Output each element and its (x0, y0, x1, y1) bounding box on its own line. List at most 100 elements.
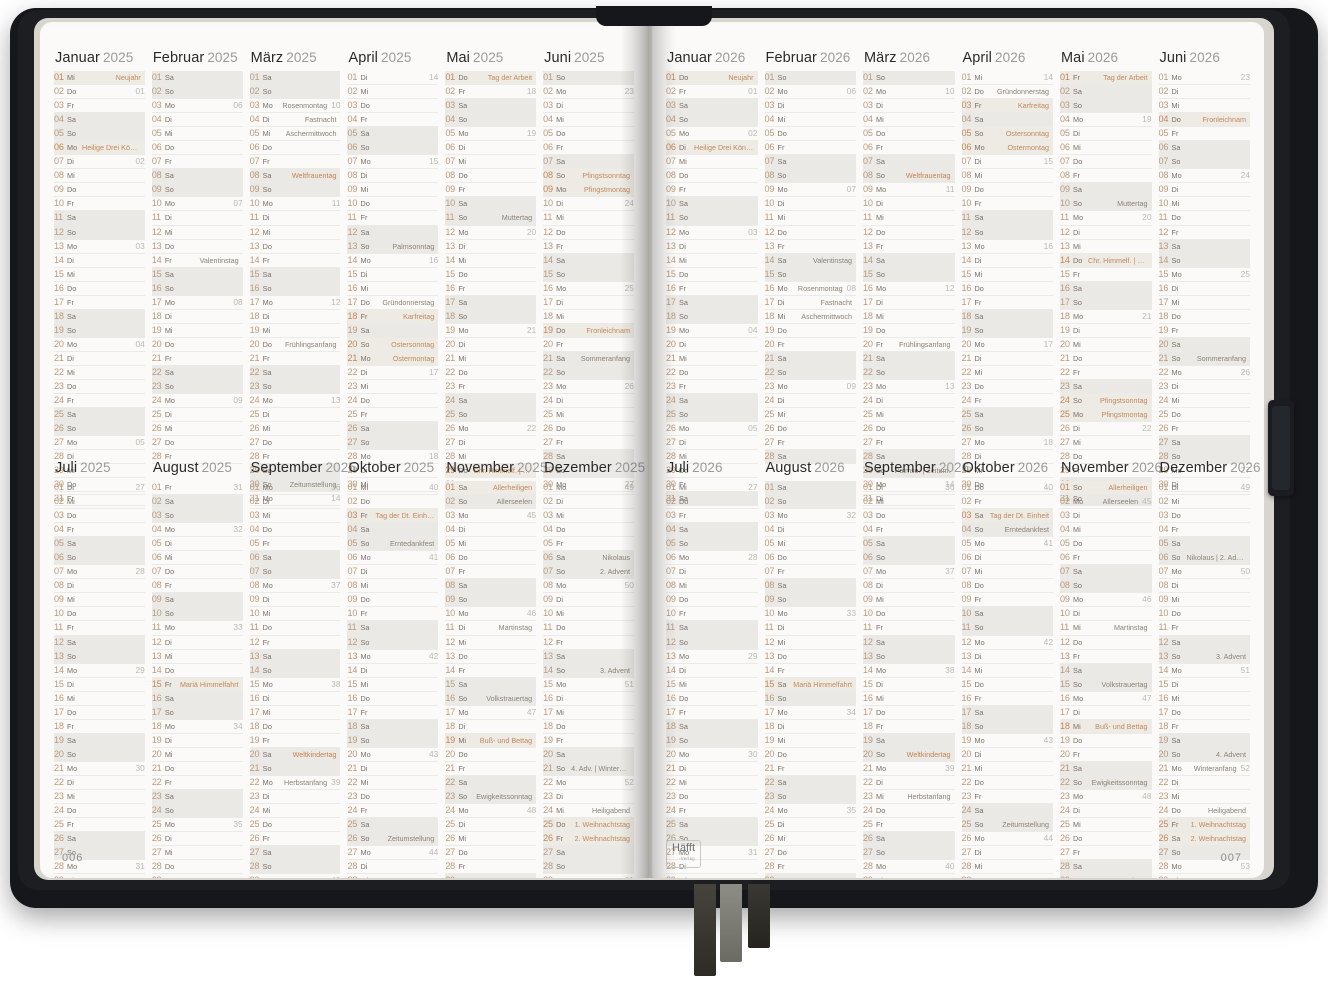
day-row[interactable]: 19 Mi (249, 324, 341, 338)
day-row[interactable]: 19 Do (1060, 734, 1152, 748)
day-row[interactable]: 07 Di 15 (961, 155, 1053, 170)
day-row[interactable]: 18 Sa (347, 719, 439, 734)
day-row[interactable]: 26 Do (543, 422, 634, 437)
day-row[interactable]: 21 Sa (863, 351, 955, 366)
day-row[interactable]: 11 Do (543, 621, 634, 636)
day-row[interactable]: 01 So Allerheiligen (1060, 481, 1152, 496)
day-row[interactable]: 12 Mi (764, 636, 856, 650)
day-row[interactable]: 21 Mi (666, 352, 758, 366)
day-row[interactable]: 13 So (54, 649, 145, 664)
day-row[interactable]: 10 Sa (666, 197, 758, 212)
day-row[interactable]: 24 Mo 13 (249, 394, 341, 409)
day-row[interactable]: 03 Mo 06 (151, 99, 243, 114)
day-row[interactable]: 10 Fr (961, 197, 1053, 212)
day-row[interactable]: 26 Di (151, 832, 243, 847)
day-row[interactable]: 16 Sa (151, 691, 243, 706)
elastic-closure-strap[interactable] (1268, 400, 1294, 496)
day-row[interactable]: 07 Mi (666, 155, 758, 170)
day-row[interactable]: 14 Mo 51 (1158, 664, 1250, 678)
day-row[interactable]: 15 Mi (666, 678, 758, 692)
day-row[interactable]: 02 Fr (961, 495, 1053, 510)
day-row[interactable]: 28 Do (1060, 450, 1152, 465)
day-row[interactable]: 01 Do Tag der Arbeit (445, 71, 537, 86)
day-row[interactable]: 20 Do (151, 338, 243, 352)
day-row[interactable]: 28 Sa (764, 450, 856, 465)
day-row[interactable]: 24 Di (1060, 804, 1152, 819)
day-row[interactable]: 28 Di (54, 450, 145, 465)
day-row[interactable]: 04 Mo 19 (1060, 113, 1152, 128)
day-row[interactable]: 22 Mi (54, 366, 145, 381)
day-row[interactable]: 28 Fr (445, 860, 537, 875)
day-row[interactable]: 14 Mi (961, 664, 1053, 678)
day-row[interactable]: 10 Di (764, 197, 856, 212)
day-row[interactable]: 14 Fr (445, 664, 537, 678)
day-row[interactable]: 12 Do (543, 226, 634, 240)
day-row[interactable]: 21 Do (151, 762, 243, 776)
day-row[interactable]: 21 Sa Sommeranfang (543, 351, 634, 366)
day-row[interactable]: 18 So (666, 309, 758, 324)
day-row[interactable]: 07 Fr (764, 565, 856, 580)
day-row[interactable]: 21 Do (1060, 352, 1152, 366)
day-row[interactable]: 20 Do (445, 748, 537, 762)
day-row[interactable]: 22 Di (863, 776, 955, 791)
day-row[interactable]: 07 Do (151, 565, 243, 580)
day-row[interactable]: 28 Di (961, 450, 1053, 465)
day-row[interactable]: 28 Sa (1060, 860, 1152, 875)
day-row[interactable]: 02 Di (1158, 85, 1250, 100)
day-row[interactable]: 01 Mo 23 (1158, 71, 1250, 86)
day-row[interactable]: 10 Do (54, 607, 145, 622)
day-row[interactable]: 12 Sa (1158, 635, 1250, 650)
day-row[interactable]: 23 Mo 48 (1060, 790, 1152, 805)
day-row[interactable]: 13 Fr (1060, 650, 1152, 664)
day-row[interactable]: 08 Mi (347, 579, 439, 594)
day-row[interactable]: 05 Mi (764, 537, 856, 552)
day-row[interactable]: 14 Di (54, 254, 145, 268)
day-row[interactable]: 24 Mo 09 (151, 394, 243, 409)
day-row[interactable]: 24 Di (863, 394, 955, 409)
day-row[interactable]: 15 Do (445, 268, 537, 282)
day-row[interactable]: 26 Mi (764, 832, 856, 847)
day-row[interactable]: 15 Mi (961, 268, 1053, 282)
day-row[interactable]: 06 So Nikolaus | 2. Advent (1158, 551, 1250, 566)
day-row[interactable]: 05 Fr (543, 537, 634, 552)
day-row[interactable]: 10 Di 24 (543, 197, 634, 212)
day-row[interactable]: 06 Mi (151, 551, 243, 566)
day-row[interactable]: 22 Sa (445, 775, 537, 791)
day-row[interactable]: 02 So (151, 85, 243, 100)
day-row[interactable]: 16 Mi (347, 282, 439, 296)
day-row[interactable]: 23 Do (961, 380, 1053, 395)
day-row[interactable]: 01 Mi 14 (961, 71, 1053, 86)
day-row[interactable]: 01 Sa (764, 481, 856, 496)
day-row[interactable]: 19 Fr (1158, 324, 1250, 338)
day-row[interactable]: 21 Fr (249, 352, 341, 366)
day-row[interactable]: 28 Mo 53 (1158, 860, 1250, 875)
day-row[interactable]: 09 Do (961, 183, 1053, 198)
day-row[interactable]: 01 Di 36 (863, 481, 955, 496)
day-row[interactable]: 14 Fr (764, 664, 856, 678)
day-row[interactable]: 16 Mi (1158, 692, 1250, 706)
day-row[interactable]: 08 So Pfingstsonntag (543, 169, 634, 184)
day-row[interactable]: 07 Mo 37 (863, 565, 955, 580)
day-row[interactable]: 17 Sa (961, 705, 1053, 720)
day-row[interactable]: 14 Di (347, 664, 439, 678)
day-row[interactable]: 17 Fr (347, 706, 439, 720)
day-row[interactable]: 14 Mi (445, 254, 537, 268)
day-row[interactable]: 03 Di (543, 99, 634, 114)
day-row[interactable]: 22 Do (445, 366, 537, 381)
day-row[interactable]: 16 Do (666, 692, 758, 706)
day-row[interactable]: 20 Mi (1060, 338, 1152, 352)
day-row[interactable]: 01 So (863, 71, 955, 86)
day-row[interactable]: 26 Do (764, 422, 856, 437)
day-row[interactable]: 20 Di (445, 338, 537, 352)
day-row[interactable]: 17 Do (863, 706, 955, 720)
day-row[interactable]: 04 Do Fronleichnam (1158, 113, 1250, 128)
day-row[interactable]: 10 Sa (961, 607, 1053, 622)
day-row[interactable]: 09 So (151, 183, 243, 198)
day-row[interactable]: 29Mo40 (250, 874, 341, 878)
day-row[interactable]: 19 Mi (764, 734, 856, 748)
day-row[interactable]: 05 Fr (1158, 127, 1250, 142)
day-row[interactable]: 27 Sa (249, 846, 341, 861)
day-row[interactable]: 03 Sa Tag der Dt. Einheit (961, 509, 1053, 524)
